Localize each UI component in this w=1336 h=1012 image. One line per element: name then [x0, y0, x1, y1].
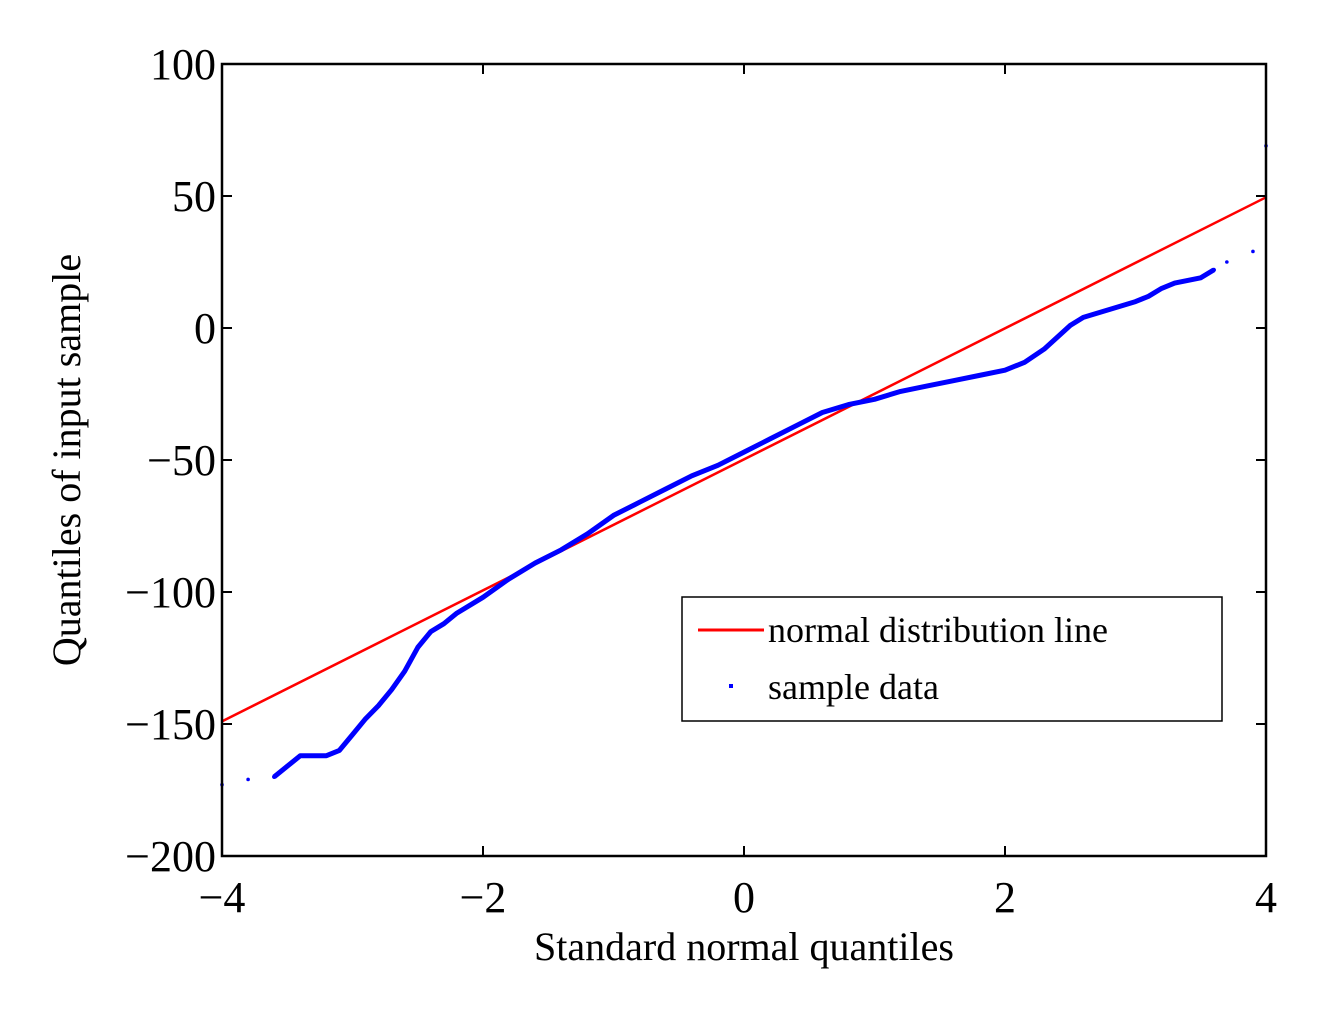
sample-data-point	[794, 423, 799, 428]
x-tick-label: 2	[994, 873, 1016, 922]
sample-data-point	[741, 449, 747, 455]
sample-data-point	[820, 410, 825, 415]
x-tick-label: 0	[733, 873, 755, 922]
sample-data-point	[389, 687, 394, 692]
x-tick-label: 4	[1255, 873, 1277, 922]
sample-data-point	[1198, 275, 1203, 281]
data-marks	[220, 144, 1268, 787]
y-tick-label: −200	[125, 832, 216, 881]
sample-data-point	[506, 576, 512, 581]
y-tick-label: 100	[150, 40, 216, 89]
sample-data-point	[533, 560, 538, 566]
y-tick-label: 50	[172, 172, 216, 221]
sample-data-point	[441, 621, 447, 626]
sample-data-point	[872, 397, 877, 402]
sample-data-point	[402, 669, 407, 674]
sample-data-point	[311, 753, 316, 758]
x-tick-label: −2	[460, 873, 507, 922]
sample-data-point	[298, 753, 303, 758]
sample-data-point	[1146, 294, 1151, 299]
sample-data-point	[1041, 346, 1047, 352]
legend: normal distribution line sample data	[681, 596, 1223, 722]
legend-label-normal-line: normal distribution line	[768, 610, 1108, 650]
legend-box	[681, 596, 1223, 722]
sample-data-point	[324, 753, 329, 758]
y-tick-label: −150	[125, 700, 216, 749]
sample-data-point	[898, 389, 903, 394]
sample-data-point	[1211, 267, 1217, 273]
sample-data-point	[976, 373, 982, 378]
sample-data-point	[285, 764, 290, 769]
sample-data-point	[1002, 368, 1008, 373]
y-tick-label: −50	[147, 436, 216, 485]
sample-data-point	[415, 645, 420, 650]
sample-data-point	[1081, 315, 1086, 320]
sample-data-point	[924, 383, 929, 389]
sample-data-point	[585, 531, 590, 537]
sample-data-point	[1251, 249, 1255, 254]
sample-data-point	[428, 629, 433, 634]
y-tick-label: −100	[125, 568, 216, 617]
sample-data-point	[1225, 260, 1229, 264]
legend-label-sample-data: sample data	[768, 667, 939, 707]
y-axis-label: Quantiles of input sample	[44, 254, 89, 666]
normal-distribution-line	[221, 196, 1267, 723]
x-tick-label: −4	[199, 873, 246, 922]
sample-data-point	[767, 436, 773, 442]
sample-data-point	[715, 463, 721, 468]
sample-data-point	[1159, 286, 1164, 291]
sample-data-point	[1022, 360, 1027, 365]
sample-data-point	[611, 513, 616, 518]
sample-data-point	[363, 716, 368, 721]
x-axis-label: Standard normal quantiles	[534, 924, 954, 969]
sample-data-point	[663, 486, 668, 492]
sample-data-point	[1172, 280, 1177, 286]
sample-data-point	[376, 703, 381, 708]
sample-data-point	[350, 732, 355, 737]
sample-data-point	[454, 610, 460, 616]
legend-point-swatch	[729, 684, 733, 688]
sample-data-point	[689, 473, 694, 479]
axis-ticks: −4 −2 0 2 4 −200 −150 −100 −50 0 50 100	[125, 40, 1277, 922]
sample-data-point	[246, 777, 250, 782]
sample-data-point	[637, 500, 642, 505]
sample-data-point	[337, 748, 342, 753]
sample-data-point	[950, 378, 955, 383]
y-tick-label: 0	[194, 304, 216, 353]
sample-data-point	[1068, 323, 1073, 328]
sample-data-point	[272, 774, 277, 779]
sample-data-point	[480, 595, 486, 600]
sample-data-point	[1133, 299, 1138, 304]
sample-data-point	[1107, 307, 1112, 312]
sample-data-point	[846, 402, 851, 407]
sample-data-point	[559, 547, 564, 552]
